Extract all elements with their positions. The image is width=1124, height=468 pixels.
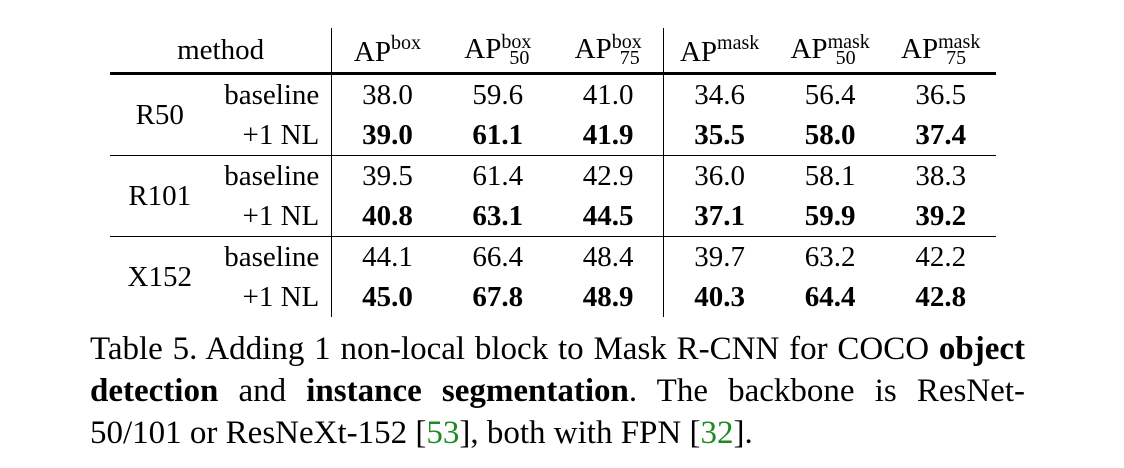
- group-r50: R50 baseline 38.0 59.6 41.0 34.6 56.4 36…: [110, 73, 996, 156]
- ap-stack: mask 75: [938, 31, 981, 69]
- caption-text: . The backbone is ResNet-50/101 or ResNe…: [90, 373, 1025, 451]
- method-cell: +1 NL: [209, 115, 333, 156]
- table-caption: Table 5. Adding 1 non-local block to Mas…: [90, 328, 1025, 454]
- col-header-ap-mask: APmask: [664, 28, 775, 74]
- value-cell: 39.2: [915, 199, 967, 232]
- col-header-ap-box: APbox: [332, 28, 443, 74]
- ap-prefix: AP: [790, 33, 828, 65]
- value-cell: 41.9: [552, 115, 665, 156]
- value-cell: 56.4: [804, 78, 856, 111]
- col-header-ap-mask-50: AP mask 50: [775, 28, 886, 74]
- col-sub: 75: [619, 47, 640, 69]
- ap-prefix: AP: [574, 33, 612, 65]
- col-sup: box: [611, 31, 642, 53]
- value-cell: 48.9: [552, 277, 665, 317]
- col-header-ap-mask-75: AP mask 75: [885, 28, 996, 74]
- value-cell: 42.8: [915, 280, 967, 313]
- caption-text: and: [218, 373, 307, 409]
- ap-prefix: AP: [464, 33, 502, 65]
- value-cell: 36.5: [915, 78, 967, 111]
- col-header-ap-box-75: AP box 75: [552, 28, 665, 74]
- table-row: R101 baseline 39.5 61.4 42.9 36.0 58.1 3…: [110, 155, 996, 210]
- col-sup: mask: [717, 32, 760, 54]
- value-cell: 42.9: [552, 155, 665, 196]
- method-header-label: method: [177, 33, 265, 66]
- caption-text: ].: [733, 415, 753, 451]
- value-cell: 45.0: [362, 280, 413, 313]
- col-sub: 50: [835, 47, 856, 69]
- value-cell: 67.8: [472, 280, 524, 313]
- value-cell: 39.5: [362, 159, 413, 192]
- ap-stack: box 50: [501, 31, 532, 69]
- value-cell: 59.9: [804, 199, 856, 232]
- backbone-cell: X152: [127, 260, 192, 293]
- value-cell: 63.2: [804, 240, 856, 273]
- ap-prefix: AP: [353, 36, 391, 68]
- value-cell: 63.1: [472, 199, 524, 232]
- group-x152: X152 baseline 44.1 66.4 48.4 39.7 63.2 4…: [110, 236, 996, 317]
- value-cell: 37.4: [915, 118, 967, 151]
- caption-text: ], both with FPN [: [459, 415, 701, 451]
- value-cell: 44.1: [362, 240, 413, 273]
- value-cell: 59.6: [472, 78, 524, 111]
- backbone-cell: R101: [128, 179, 192, 212]
- value-cell: 61.1: [472, 118, 524, 151]
- header-row: method APbox AP box 50 AP box 75 APmask AP ma…: [110, 28, 996, 74]
- results-table-container: method APbox AP box 50 AP box 75 APmask AP ma…: [110, 28, 996, 317]
- col-sup: mask: [938, 31, 981, 53]
- value-cell: 58.0: [804, 118, 856, 151]
- citation-link[interactable]: 53: [426, 415, 460, 451]
- method-cell: baseline: [209, 73, 333, 115]
- ap-stack: box 75: [611, 31, 642, 69]
- table-row: +1 NL 40.8 63.1 44.5 37.1 59.9 39.2: [110, 196, 996, 237]
- value-cell: 66.4: [472, 240, 524, 273]
- value-cell: 41.0: [552, 73, 665, 115]
- value-cell: 37.1: [694, 199, 745, 232]
- col-sup: box: [390, 32, 421, 54]
- method-cell: baseline: [209, 236, 333, 277]
- value-cell: 40.8: [362, 199, 413, 232]
- value-cell: 48.4: [552, 236, 665, 277]
- value-cell: 35.5: [694, 118, 745, 151]
- value-cell: 34.6: [694, 78, 745, 111]
- table-row: X152 baseline 44.1 66.4 48.4 39.7 63.2 4…: [110, 236, 996, 291]
- caption-bold-term: instance segmentation: [306, 373, 629, 409]
- citation-link[interactable]: 32: [700, 415, 734, 451]
- ap-prefix: AP: [679, 36, 718, 68]
- col-sup: box: [501, 31, 532, 53]
- value-cell: 38.3: [915, 159, 967, 192]
- ap-stack: mask 50: [827, 31, 870, 69]
- table-row: +1 NL 39.0 61.1 41.9 35.5 58.0 37.4: [110, 115, 996, 156]
- value-cell: 39.7: [694, 240, 745, 273]
- value-cell: 58.1: [804, 159, 856, 192]
- caption-text: Table 5. Adding 1 non-local block to Mas…: [90, 331, 939, 367]
- col-header-ap-box-50: AP box 50: [443, 28, 553, 74]
- backbone-cell: R50: [135, 98, 184, 131]
- value-cell: 40.3: [694, 280, 745, 313]
- value-cell: 61.4: [472, 159, 524, 192]
- ap-prefix: AP: [901, 33, 939, 65]
- col-sup: mask: [827, 31, 870, 53]
- caption-bold-term: object detection: [90, 331, 1025, 409]
- method-cell: baseline: [209, 155, 333, 196]
- value-cell: 44.5: [552, 196, 665, 237]
- method-cell: +1 NL: [209, 196, 333, 237]
- method-cell: +1 NL: [209, 277, 333, 317]
- value-cell: 39.0: [362, 118, 413, 151]
- value-cell: 42.2: [915, 240, 967, 273]
- col-sub: 50: [509, 47, 530, 69]
- method-header: method: [110, 28, 333, 74]
- value-cell: 38.0: [362, 78, 413, 111]
- col-sub: 75: [946, 47, 967, 69]
- group-r101: R101 baseline 39.5 61.4 42.9 36.0 58.1 3…: [110, 155, 996, 237]
- value-cell: 64.4: [804, 280, 856, 313]
- results-table: method APbox AP box 50 AP box 75 APmask AP ma…: [110, 28, 996, 317]
- value-cell: 36.0: [694, 159, 745, 192]
- table-row: R50 baseline 38.0 59.6 41.0 34.6 56.4 36…: [110, 73, 996, 129]
- table-row: +1 NL 45.0 67.8 48.9 40.3 64.4 42.8: [110, 277, 996, 317]
